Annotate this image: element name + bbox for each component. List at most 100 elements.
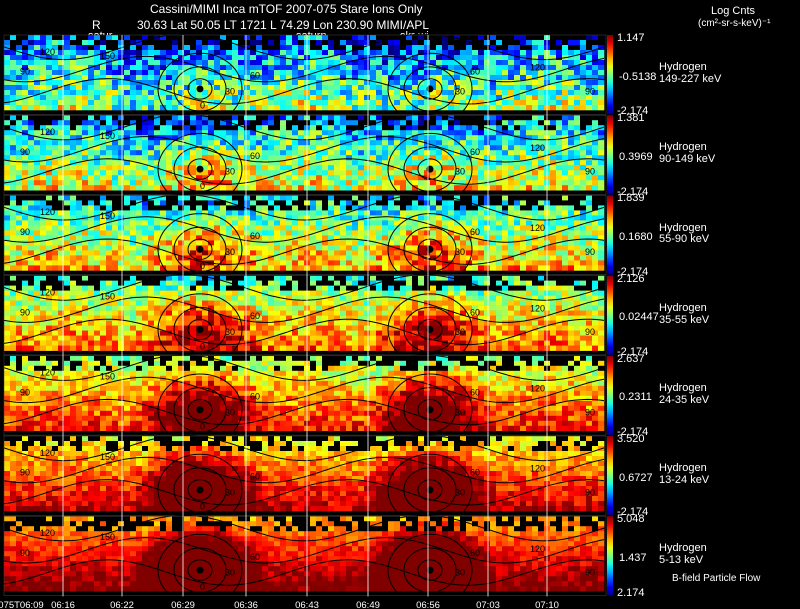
fieldline-dot-7-1	[196, 566, 204, 574]
contour-label-2-10: 90	[585, 167, 595, 177]
fieldline-dot-5-1	[196, 406, 204, 414]
contour-label-2-3: 150	[100, 131, 115, 141]
x-tick-label-10: 07:10	[535, 600, 559, 609]
contour-label-4-5: 30	[225, 327, 235, 337]
x-tick-label-3: 06:22	[110, 600, 134, 609]
fieldline-dot-3-2	[426, 245, 434, 253]
contour-1-2	[3, 55, 605, 83]
contour-label-7-9: 120	[530, 544, 545, 554]
contour-7-3	[3, 559, 605, 586]
contour-label-7-7: 60	[470, 548, 480, 558]
contour-label-6-9: 120	[530, 464, 545, 474]
fieldline-dot-4-1	[196, 326, 204, 334]
contour-label-1-7: 60	[470, 67, 480, 77]
contour-5-3	[3, 398, 605, 426]
colorbar-max-4: 2.126	[617, 272, 645, 285]
contour-label-2-6: 0	[200, 181, 205, 191]
contour-label-7-3: 150	[100, 532, 115, 542]
x-tick-label-2: 06:16	[51, 600, 75, 609]
species-label-5: Hydrogen	[659, 381, 707, 394]
contour-label-1-4: 60	[250, 71, 260, 81]
ring-5-2-1	[417, 399, 443, 421]
contour-label-2-1: 90	[20, 147, 30, 157]
contour-label-3-7: 60	[470, 227, 480, 237]
colorbar-2	[607, 115, 613, 195]
contour-label-6-4: 60	[250, 472, 260, 482]
fieldline-dot-1-2	[426, 85, 434, 93]
ring-7-2-2	[403, 547, 457, 593]
ring-6-1-2	[173, 467, 227, 513]
energy-label-7: 5-13 keV	[659, 554, 704, 567]
contour-label-7-1: 90	[20, 548, 30, 558]
species-label-4: Hydrogen	[659, 301, 707, 314]
panel-2	[4, 115, 605, 191]
contour-label-4-9: 120	[530, 303, 545, 313]
contour-label-1-5: 30	[225, 86, 235, 96]
colorbar-mid-3: 0.1680	[619, 231, 653, 244]
ring-5-1-1	[187, 399, 213, 421]
ring-7-1-3	[157, 533, 243, 607]
contour-label-5-1: 90	[20, 387, 30, 397]
contour-1-1	[3, 33, 605, 61]
contour-2-2	[3, 136, 605, 163]
colorbar-mid-4: 0.02447	[619, 311, 659, 324]
panel-border-3	[3, 195, 607, 275]
ring-7-1-2	[173, 547, 227, 593]
contour-label-4-6: 0	[200, 341, 205, 351]
contour-label-4-10: 90	[585, 327, 595, 337]
contour-label-7-6: 0	[200, 582, 205, 592]
species-label-2: Hydrogen	[659, 141, 707, 154]
x-tick-label-4: 06:29	[171, 600, 195, 609]
contour-label-3-10: 90	[585, 247, 595, 257]
contour-label-7-5: 30	[225, 568, 235, 578]
species-label-7: Hydrogen	[659, 542, 707, 555]
fieldline-dot-6-1	[196, 486, 204, 494]
ring-2-2-1	[417, 158, 443, 180]
contour-label-4-2: 120	[40, 287, 55, 297]
fieldline-dot-1-1	[196, 85, 204, 93]
colorbar-max-5: 2.637	[617, 352, 645, 365]
colorbar-title-line2: (cm²-sr-s-keV)⁻¹	[698, 18, 771, 29]
contour-label-5-5: 30	[225, 407, 235, 417]
colorbar-mid-1: -0.5138	[619, 70, 657, 83]
contour-6-1	[3, 434, 605, 462]
energy-label-4: 35-55 keV	[659, 313, 710, 326]
contour-label-3-2: 120	[40, 207, 55, 217]
energy-label-6: 13-24 keV	[659, 474, 710, 487]
contour-label-5-3: 150	[100, 372, 115, 382]
ephemeris-line: 30.63 Lat 50.05 LT 1721 L 74.29 Lon 230.…	[137, 18, 429, 32]
species-label-3: Hydrogen	[659, 221, 707, 234]
panel-border-5	[3, 355, 607, 436]
contour-label-3-9: 120	[530, 223, 545, 233]
energy-label-3: 55-90 keV	[659, 233, 710, 246]
ring-3-1-1	[187, 238, 213, 261]
colorbar-4	[607, 275, 613, 355]
contour-2-1	[3, 113, 605, 141]
species-label-6: Hydrogen	[659, 462, 707, 475]
colorbar-max-2: 1.381	[617, 112, 645, 125]
contour-label-3-8: 30	[455, 247, 465, 257]
panel-6	[4, 436, 605, 512]
x-tick-label-6: 06:43	[295, 600, 319, 609]
contour-label-2-2: 120	[40, 127, 55, 137]
ring-1-1-1	[187, 78, 213, 100]
contour-6-2	[3, 456, 605, 484]
contour-label-4-3: 150	[100, 291, 115, 301]
contour-label-5-2: 120	[40, 368, 55, 378]
panel-border-2	[3, 114, 607, 195]
ring-1-2-1	[417, 78, 443, 100]
ring-7-1-1	[187, 559, 213, 581]
contour-5-1	[3, 354, 605, 381]
ring-4-2-1	[417, 318, 443, 341]
contour-label-1-3: 150	[100, 51, 115, 61]
fieldline-dot-7-2	[426, 566, 434, 574]
colorbar-mid-6: 0.6727	[619, 471, 653, 484]
panel-border-1	[3, 34, 607, 115]
ring-4-1-1	[187, 318, 213, 341]
x-tick-label-1: 075T06:09	[0, 600, 44, 609]
energy-label-1: 149-227 keV	[659, 73, 722, 86]
contour-label-6-3: 150	[100, 452, 115, 462]
contour-label-6-5: 30	[225, 487, 235, 497]
contour-label-7-8: 30	[455, 568, 465, 578]
